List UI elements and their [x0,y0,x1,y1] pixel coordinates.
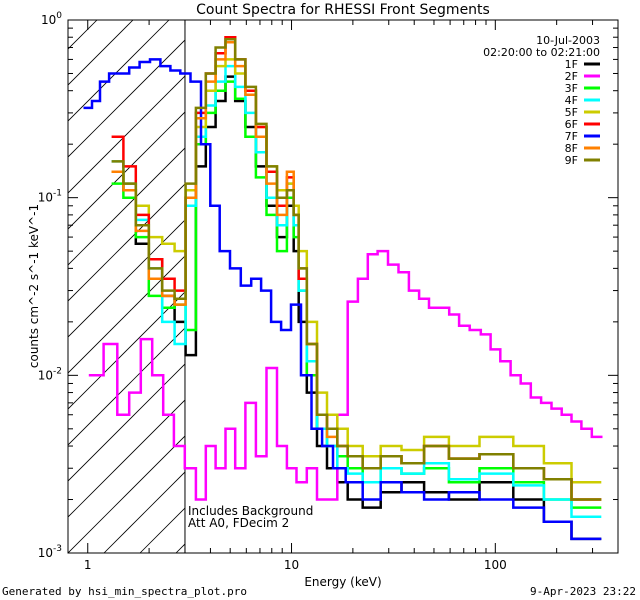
hatch-line [68,75,185,194]
legend-label-8F: 8F [565,142,578,155]
hatch-line [428,20,640,553]
x-tick-label: 1 [84,558,92,572]
hatch-line [68,255,185,374]
legend-label-6F: 6F [565,118,578,131]
hatch-line [68,20,134,86]
x-axis-ticks: 1 10 100 [84,20,619,572]
y-tick-label: 10-1 [38,189,62,205]
hatch-line [68,291,185,410]
x-tick-label: 10 [284,558,299,572]
footer-timestamp: 9-Apr-2023 23:22 [530,585,636,598]
hatch-line [68,183,185,302]
series-2F [88,249,603,501]
hatch-line [68,363,185,482]
y-axis-ticks: 10-3 10-2 10-1 100 [38,11,618,560]
hatch-line [68,435,185,553]
y-tick-label: 10-3 [38,544,62,560]
legend-label-7F: 7F [565,130,578,143]
series-7F [83,58,602,541]
hatch-line [68,39,185,158]
hatch-line [0,20,25,553]
legend-label-4F: 4F [565,94,578,107]
hatch-line [68,399,185,518]
legend-label-5F: 5F [565,106,578,119]
hatch-line [68,20,170,122]
chart-title: Count Spectra for RHESSI Front Segments [196,2,490,18]
time-range-label: 02:20:00 to 02:21:00 [483,46,600,59]
hatch-line [103,471,185,553]
y-tick-label: 100 [41,11,62,27]
legend-label-9F: 9F [565,154,578,167]
series-9F [111,37,602,501]
legend-label-3F: 3F [565,82,578,95]
hatch-line [608,20,640,553]
plot-frame [67,19,619,554]
legend-label-2F: 2F [565,70,578,83]
hatch-line [68,147,185,266]
legend-label-1F: 1F [565,58,578,71]
date-label: 10-Jul-2003 [536,34,600,47]
series-group [83,35,603,541]
y-axis-label: counts cm^-2 s^-1 keV^-1 [27,204,41,368]
series-5F [111,58,602,484]
y-tick-label: 10-2 [38,366,62,382]
x-axis-label: Energy (keV) [304,575,381,589]
hatch-line [68,219,185,338]
footer-generated-by: Generated by hsi_min_spectra_plot.pro [2,585,248,598]
annotation-attenuator: Att A0, FDecim 2 [188,516,289,530]
annotation-background: Includes Background [188,504,313,518]
x-tick-label: 100 [484,558,507,572]
series-1F [111,75,602,541]
hatch-line [392,20,640,553]
hatch-line [572,20,640,553]
